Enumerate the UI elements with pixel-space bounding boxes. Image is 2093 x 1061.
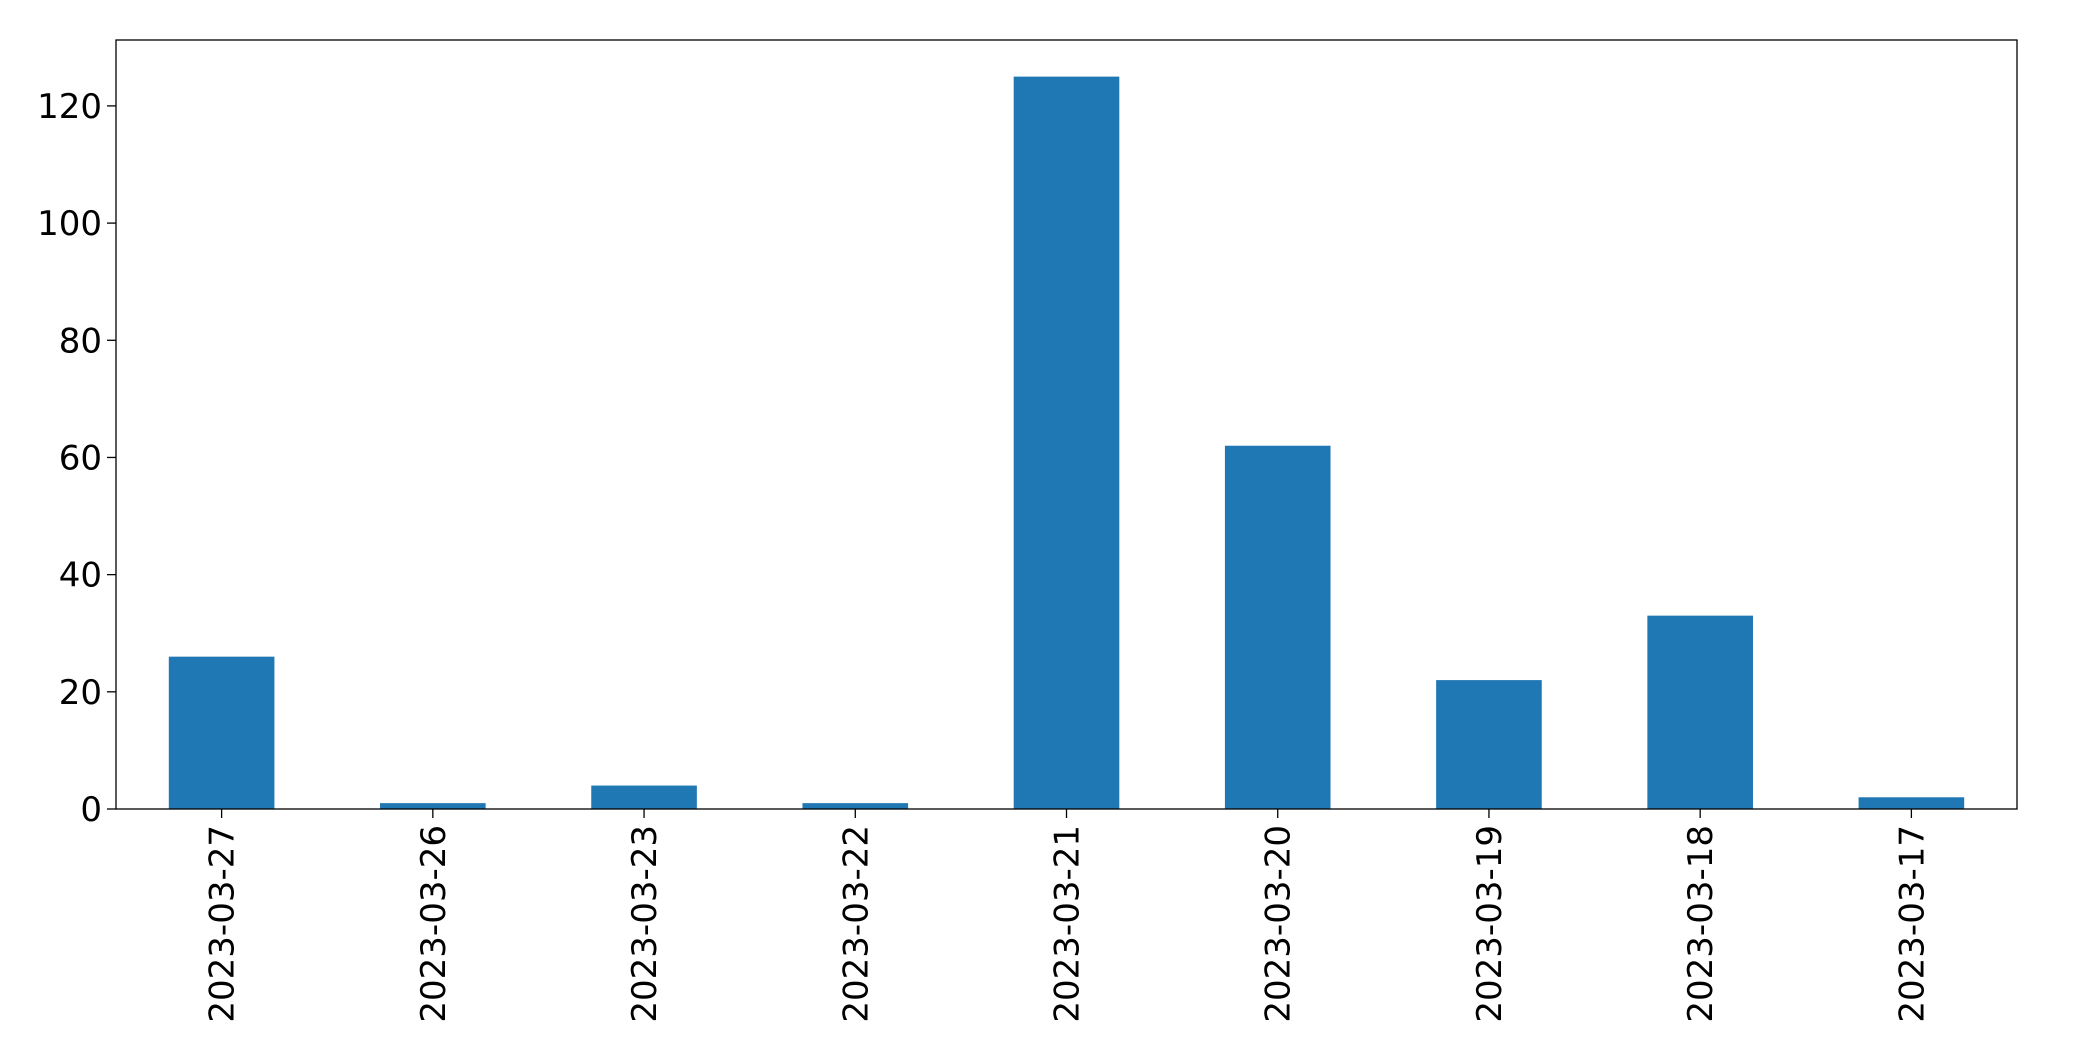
- x-tick-label: 2023-03-21: [1048, 825, 1088, 1023]
- bar: [591, 785, 697, 809]
- bar: [1436, 680, 1542, 809]
- y-tick-label: 60: [59, 438, 102, 478]
- x-tick-label: 2023-03-22: [836, 825, 876, 1023]
- y-tick-label: 40: [59, 556, 102, 596]
- y-tick-label: 100: [37, 204, 102, 244]
- bar: [168, 656, 275, 809]
- bar: [1858, 797, 1965, 809]
- x-tick-label: 2023-03-26: [414, 825, 454, 1023]
- x-tick-label: 2023-03-17: [1892, 825, 1932, 1023]
- bar: [802, 803, 909, 809]
- y-tick-label: 0: [80, 790, 102, 830]
- x-tick-label: 2023-03-18: [1681, 825, 1721, 1023]
- x-tick-label: 2023-03-27: [203, 825, 243, 1023]
- x-tick-label: 2023-03-19: [1470, 825, 1510, 1023]
- bar: [1647, 615, 1753, 809]
- y-tick-label: 120: [37, 87, 102, 127]
- y-tick-label: 80: [59, 321, 102, 361]
- x-tick-label: 2023-03-23: [625, 825, 665, 1023]
- y-tick-label: 20: [59, 673, 102, 713]
- bar: [380, 803, 486, 809]
- bar: [1224, 445, 1331, 809]
- bar: [1013, 76, 1120, 810]
- axes-frame: [115, 39, 2018, 810]
- x-tick-label: 2023-03-20: [1259, 825, 1299, 1023]
